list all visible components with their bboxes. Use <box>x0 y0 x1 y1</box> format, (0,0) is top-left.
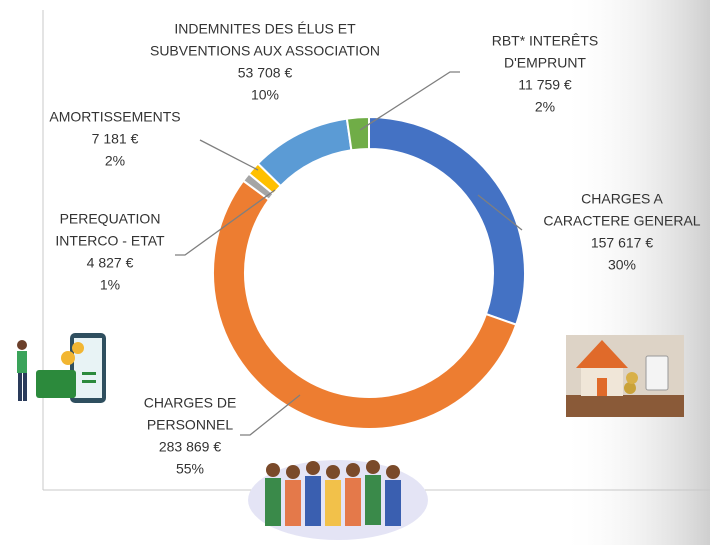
page: {"chart_data": {"type": "donut", "catego… <box>0 0 710 545</box>
percentage-label: 2% <box>105 153 125 169</box>
percentage-label: 1% <box>100 277 120 293</box>
donut-segment <box>213 181 516 429</box>
category-label: PEREQUATION <box>60 211 161 227</box>
leader-line <box>200 140 258 170</box>
percentage-label: 55% <box>176 461 204 477</box>
percentage-label: 10% <box>251 87 279 103</box>
percentage-label: 30% <box>608 257 636 273</box>
chart: CHARGES A CARACTERE GENERAL 157 617 € 30% CH… <box>0 0 710 545</box>
category-label: D'EMPRUNT <box>504 55 586 71</box>
category-label: INDEMNITES DES ÉLUS ET <box>174 21 356 37</box>
value-label: 11 759 € <box>518 77 572 93</box>
value-label: 157 617 € <box>591 235 653 251</box>
donut-segment <box>347 117 369 150</box>
value-label: 4 827 € <box>87 255 134 271</box>
value-label: 53 708 € <box>238 65 293 81</box>
category-label: INTERCO - ETAT <box>55 233 165 249</box>
category-label: AMORTISSEMENTS <box>49 109 180 125</box>
value-label: 7 181 € <box>92 131 139 147</box>
donut-segment <box>369 117 525 325</box>
people-illustration <box>248 460 428 540</box>
category-label: CHARGES DE <box>144 395 237 411</box>
donut-segment <box>258 119 352 186</box>
category-label: RBT* INTERÊTS <box>492 33 599 49</box>
category-label: SUBVENTIONS AUX ASSOCIATION <box>150 43 380 59</box>
category-label: CHARGES A <box>581 191 663 207</box>
money-illustration <box>17 333 106 403</box>
value-label: 283 869 € <box>159 439 221 455</box>
house-illustration <box>566 335 684 417</box>
category-label: PERSONNEL <box>147 417 234 433</box>
category-label: CARACTERE GENERAL <box>543 213 700 229</box>
percentage-label: 2% <box>535 99 555 115</box>
